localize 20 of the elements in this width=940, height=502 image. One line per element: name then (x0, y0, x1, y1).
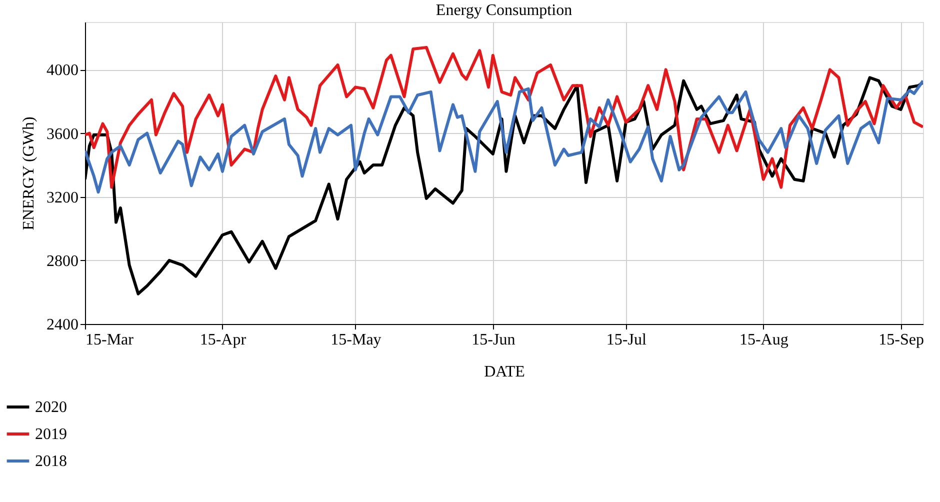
y-axis-title: ENERGY (GWh) (20, 116, 38, 230)
legend-label: 2020 (35, 399, 67, 416)
x-axis-title: DATE (484, 364, 525, 380)
x-tick-label: 15-May (330, 332, 382, 348)
chart-title: Energy Consumption (436, 2, 572, 19)
legend-label: 2018 (35, 453, 67, 470)
y-tick-label: 2800 (46, 252, 78, 270)
legend-label: 2019 (35, 426, 67, 443)
x-tick-label: 15-Sep (878, 332, 924, 348)
y-tick-label: 4000 (46, 62, 78, 80)
y-tick-label: 3600 (46, 126, 78, 143)
line-series (85, 79, 923, 194)
x-tick-label: 15-Jun (472, 332, 516, 348)
y-tick-label: 2400 (46, 316, 78, 334)
x-tick-label: 15-Jul (606, 332, 647, 348)
line-series (85, 46, 923, 189)
x-tick-label: 15-Aug (739, 332, 788, 348)
y-tick-label: 3200 (46, 189, 78, 206)
x-tick-label: 15-Apr (200, 332, 247, 348)
x-tick-label: 15-Mar (86, 332, 134, 348)
